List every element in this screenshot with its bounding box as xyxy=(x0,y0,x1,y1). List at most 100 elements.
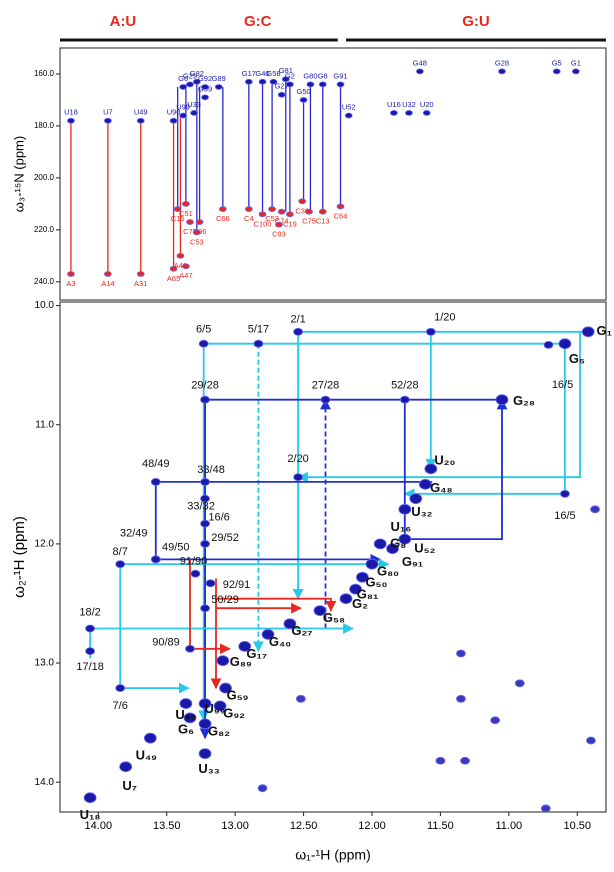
peak-label: U₅₂ xyxy=(414,541,435,556)
peak xyxy=(295,694,306,703)
peak-label: G₉₂ xyxy=(223,705,245,720)
peak xyxy=(205,579,216,588)
peak xyxy=(313,605,327,617)
peak xyxy=(398,503,412,515)
group-label: G:U xyxy=(462,13,490,30)
peak xyxy=(398,533,412,545)
walk-line xyxy=(216,597,337,612)
peak-label: G80 xyxy=(303,71,317,80)
peak-label: U₄₉ xyxy=(136,748,158,763)
peak xyxy=(281,76,290,83)
peak xyxy=(244,206,253,212)
peak xyxy=(349,583,362,595)
peak xyxy=(389,110,398,116)
peak-label: C53 xyxy=(190,237,204,246)
bottom-panel-frame xyxy=(59,301,607,813)
top-panel-frame xyxy=(59,47,607,301)
peak-label: 29/52 xyxy=(211,532,239,544)
peak xyxy=(181,263,190,270)
x-tick-label: 10.50 xyxy=(563,820,591,832)
peak-label: C38 xyxy=(295,206,309,215)
peak-label: U7 xyxy=(103,108,113,117)
peak xyxy=(119,761,133,773)
peak-label: C96 xyxy=(193,227,207,236)
peak xyxy=(571,68,580,75)
peak-label: G50 xyxy=(296,87,310,96)
peak-label: G1 xyxy=(571,58,581,67)
peak-label: G₈₉ xyxy=(230,654,252,669)
peak-label: 92/91 xyxy=(223,579,251,591)
y-tick-label: 180.0 xyxy=(34,121,55,130)
peak xyxy=(365,558,379,570)
peak-label: U₁₆ xyxy=(391,519,412,534)
peak-label: G29 xyxy=(183,71,197,80)
peak-label: C64 xyxy=(334,211,348,220)
peak xyxy=(257,784,268,793)
peak-label: G6 xyxy=(178,74,188,83)
peak-label: G₁ xyxy=(596,323,612,338)
walk-line xyxy=(297,331,581,483)
peak xyxy=(258,78,267,85)
peak xyxy=(456,694,466,703)
peak-label: G27 xyxy=(275,82,289,91)
peak-label: G5 xyxy=(552,58,562,67)
peak xyxy=(298,198,307,205)
peak-label: G₁₇ xyxy=(246,646,267,661)
walk-line xyxy=(199,398,502,740)
peak xyxy=(201,94,209,101)
peak xyxy=(490,716,501,725)
peak xyxy=(552,68,561,75)
peak xyxy=(258,211,267,218)
peak-label: C51 xyxy=(179,209,193,218)
peak xyxy=(83,792,97,804)
peak-label: 27/28 xyxy=(312,380,340,392)
peak-label: 48/49 xyxy=(142,458,170,470)
peak xyxy=(198,339,209,348)
peak xyxy=(305,208,313,215)
peak-label: G₂₈ xyxy=(513,393,535,408)
peak xyxy=(293,473,304,482)
y-tick-label: 12.0 xyxy=(35,539,55,550)
peak-label: 16/5 xyxy=(552,379,573,391)
peak xyxy=(115,560,126,569)
walk-line xyxy=(154,481,433,565)
peak-label: 18/2 xyxy=(79,606,100,618)
peak xyxy=(425,327,436,336)
peak-label: G92 xyxy=(198,74,212,83)
peak xyxy=(169,265,178,272)
peak-label: G89 xyxy=(212,74,226,83)
peak xyxy=(150,555,161,564)
peak xyxy=(415,68,424,75)
group-label: A:U xyxy=(110,13,137,30)
peak xyxy=(283,618,297,630)
x-tick-label: 12.50 xyxy=(290,820,318,832)
peak xyxy=(67,117,75,124)
peak-label: A31 xyxy=(134,279,147,288)
peak-label: A41 xyxy=(174,261,187,270)
peak xyxy=(275,221,283,228)
peak xyxy=(85,647,96,656)
x-tick-label: 11.00 xyxy=(495,820,522,832)
peak xyxy=(181,200,190,207)
peak xyxy=(143,732,157,744)
peak xyxy=(581,326,595,338)
peak-label: U99 xyxy=(176,103,190,112)
peak-label: A3 xyxy=(66,279,75,288)
peak xyxy=(179,84,188,90)
group-label: G:C xyxy=(244,13,272,30)
y-tick-label: 240.0 xyxy=(34,277,55,286)
peak xyxy=(318,208,327,215)
peak-label: C75 xyxy=(302,217,316,226)
peak xyxy=(460,756,470,765)
peak xyxy=(173,206,182,212)
peak-label: 1/20 xyxy=(434,312,455,324)
peak xyxy=(67,271,75,277)
peak xyxy=(299,97,308,103)
peak-label: U₉₉ xyxy=(205,701,226,716)
y-tick-label: 13.0 xyxy=(35,658,55,669)
peak xyxy=(200,519,210,528)
peak-label: G28 xyxy=(495,58,509,67)
peak xyxy=(424,463,438,475)
peak xyxy=(261,629,275,640)
peak xyxy=(285,211,294,218)
